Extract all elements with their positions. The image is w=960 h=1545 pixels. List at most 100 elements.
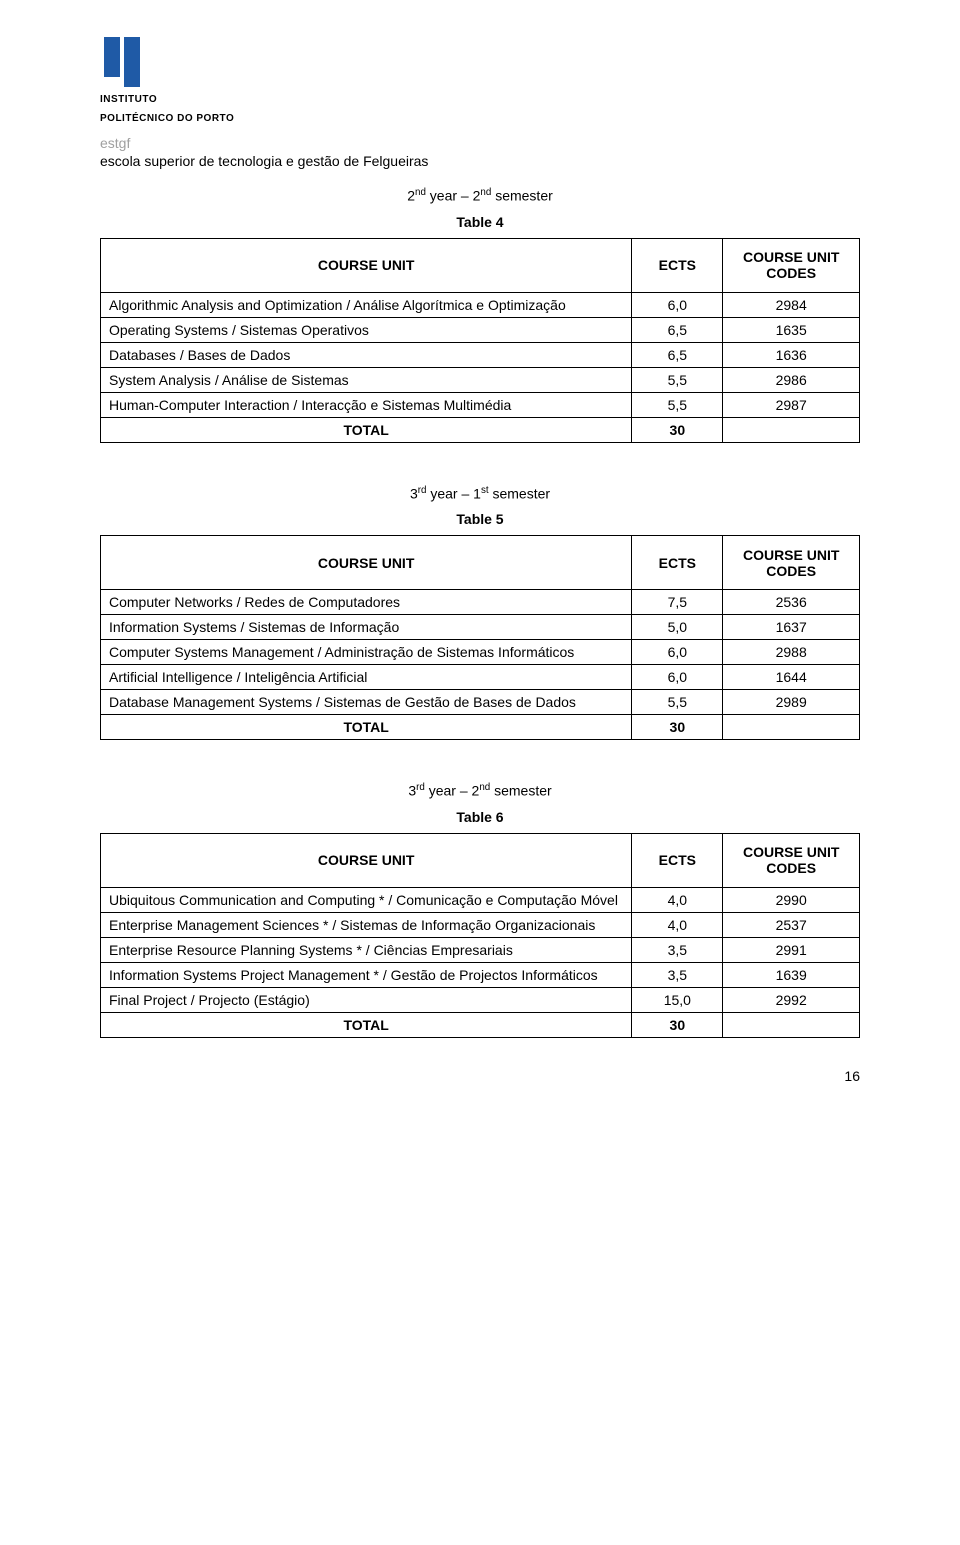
code-cell: 2990	[723, 887, 860, 912]
course-name-cell: Database Management Systems / Sistemas d…	[101, 690, 632, 715]
table-number-label: Table 6	[100, 809, 860, 825]
ects-cell: 6,0	[632, 665, 723, 690]
table-row: Databases / Bases de Dados6,51636	[101, 342, 860, 367]
total-row: TOTAL30	[101, 1012, 860, 1037]
table-row: Enterprise Resource Planning Systems * /…	[101, 937, 860, 962]
code-cell: 2992	[723, 987, 860, 1012]
table-row: Computer Systems Management / Administra…	[101, 640, 860, 665]
code-cell: 2989	[723, 690, 860, 715]
table-number-label: Table 4	[100, 214, 860, 230]
table-row: Ubiquitous Communication and Computing *…	[101, 887, 860, 912]
institution-logo: INSTITUTO POLITÉCNICO DO PORTO	[100, 35, 860, 125]
tables-container: 2nd year – 2nd semester Table 4 COURSE UNI…	[100, 187, 860, 1038]
table-row: Computer Networks / Redes de Computadore…	[101, 590, 860, 615]
ects-cell: 6,0	[632, 640, 723, 665]
table-row: Operating Systems / Sistemas Operativos6…	[101, 317, 860, 342]
code-header: COURSE UNIT CODES	[723, 536, 860, 590]
code-cell: 2988	[723, 640, 860, 665]
semester-label: 3rd year – 1st semester	[100, 485, 860, 502]
course-name-cell: Information Systems Project Management *…	[101, 962, 632, 987]
ects-cell: 4,0	[632, 912, 723, 937]
code-header: COURSE UNIT CODES	[723, 833, 860, 887]
section-gap	[100, 443, 860, 471]
course-table: COURSE UNITECTSCOURSE UNIT CODES Ubiquito…	[100, 833, 860, 1038]
ects-cell: 15,0	[632, 987, 723, 1012]
table-row: Database Management Systems / Sistemas d…	[101, 690, 860, 715]
ects-header: ECTS	[632, 536, 723, 590]
code-cell: 1637	[723, 615, 860, 640]
ects-cell: 6,0	[632, 292, 723, 317]
logo-icon	[100, 35, 154, 87]
course-name-cell: Databases / Bases de Dados	[101, 342, 632, 367]
ects-cell: 5,5	[632, 690, 723, 715]
course-unit-header: COURSE UNIT	[101, 833, 632, 887]
course-unit-header: COURSE UNIT	[101, 238, 632, 292]
total-row: TOTAL30	[101, 417, 860, 442]
code-cell: 2984	[723, 292, 860, 317]
ects-cell: 3,5	[632, 962, 723, 987]
table-row: Artificial Intelligence / Inteligência A…	[101, 665, 860, 690]
course-name-cell: Computer Systems Management / Administra…	[101, 640, 632, 665]
total-empty-cell	[723, 417, 860, 442]
instituto-line1: INSTITUTO	[100, 93, 860, 106]
course-name-cell: System Analysis / Análise de Sistemas	[101, 367, 632, 392]
section-gap	[100, 740, 860, 768]
table-row: Final Project / Projecto (Estágio)15,029…	[101, 987, 860, 1012]
ects-cell: 5,5	[632, 367, 723, 392]
total-empty-cell	[723, 1012, 860, 1037]
ects-cell: 3,5	[632, 937, 723, 962]
total-empty-cell	[723, 715, 860, 740]
code-cell: 1635	[723, 317, 860, 342]
code-cell: 2991	[723, 937, 860, 962]
total-row: TOTAL30	[101, 715, 860, 740]
ects-cell: 5,5	[632, 392, 723, 417]
table-row: Information Systems / Sistemas de Inform…	[101, 615, 860, 640]
estgf-label: estgf	[100, 135, 860, 151]
total-value-cell: 30	[632, 417, 723, 442]
course-name-cell: Algorithmic Analysis and Optimization / …	[101, 292, 632, 317]
code-header: COURSE UNIT CODES	[723, 238, 860, 292]
course-unit-header: COURSE UNIT	[101, 536, 632, 590]
semester-label: 3rd year – 2nd semester	[100, 782, 860, 799]
course-name-cell: Artificial Intelligence / Inteligência A…	[101, 665, 632, 690]
ects-header: ECTS	[632, 238, 723, 292]
total-value-cell: 30	[632, 715, 723, 740]
table-number-label: Table 5	[100, 511, 860, 527]
code-cell: 1644	[723, 665, 860, 690]
ects-cell: 5,0	[632, 615, 723, 640]
code-cell: 2986	[723, 367, 860, 392]
course-name-cell: Enterprise Resource Planning Systems * /…	[101, 937, 632, 962]
code-cell: 1639	[723, 962, 860, 987]
total-label-cell: TOTAL	[101, 715, 632, 740]
course-name-cell: Ubiquitous Communication and Computing *…	[101, 887, 632, 912]
course-name-cell: Computer Networks / Redes de Computadore…	[101, 590, 632, 615]
course-name-cell: Human-Computer Interaction / Interacção …	[101, 392, 632, 417]
course-table: COURSE UNITECTSCOURSE UNIT CODES Algorith…	[100, 238, 860, 443]
code-cell: 2537	[723, 912, 860, 937]
course-name-cell: Final Project / Projecto (Estágio)	[101, 987, 632, 1012]
ects-cell: 6,5	[632, 317, 723, 342]
page-number: 16	[100, 1068, 860, 1084]
code-cell: 1636	[723, 342, 860, 367]
table-row: Information Systems Project Management *…	[101, 962, 860, 987]
ects-cell: 7,5	[632, 590, 723, 615]
course-name-cell: Information Systems / Sistemas de Inform…	[101, 615, 632, 640]
table-row: Enterprise Management Sciences * / Siste…	[101, 912, 860, 937]
course-table: COURSE UNITECTSCOURSE UNIT CODES Computer…	[100, 535, 860, 740]
course-name-cell: Operating Systems / Sistemas Operativos	[101, 317, 632, 342]
ects-header: ECTS	[632, 833, 723, 887]
code-cell: 2987	[723, 392, 860, 417]
code-cell: 2536	[723, 590, 860, 615]
semester-label: 2nd year – 2nd semester	[100, 187, 860, 204]
ects-cell: 6,5	[632, 342, 723, 367]
course-name-cell: Enterprise Management Sciences * / Siste…	[101, 912, 632, 937]
table-row: Human-Computer Interaction / Interacção …	[101, 392, 860, 417]
school-name: escola superior de tecnologia e gestão d…	[100, 153, 860, 169]
total-value-cell: 30	[632, 1012, 723, 1037]
total-label-cell: TOTAL	[101, 1012, 632, 1037]
table-row: System Analysis / Análise de Sistemas5,5…	[101, 367, 860, 392]
total-label-cell: TOTAL	[101, 417, 632, 442]
instituto-line2: POLITÉCNICO DO PORTO	[100, 112, 860, 125]
table-row: Algorithmic Analysis and Optimization / …	[101, 292, 860, 317]
ects-cell: 4,0	[632, 887, 723, 912]
